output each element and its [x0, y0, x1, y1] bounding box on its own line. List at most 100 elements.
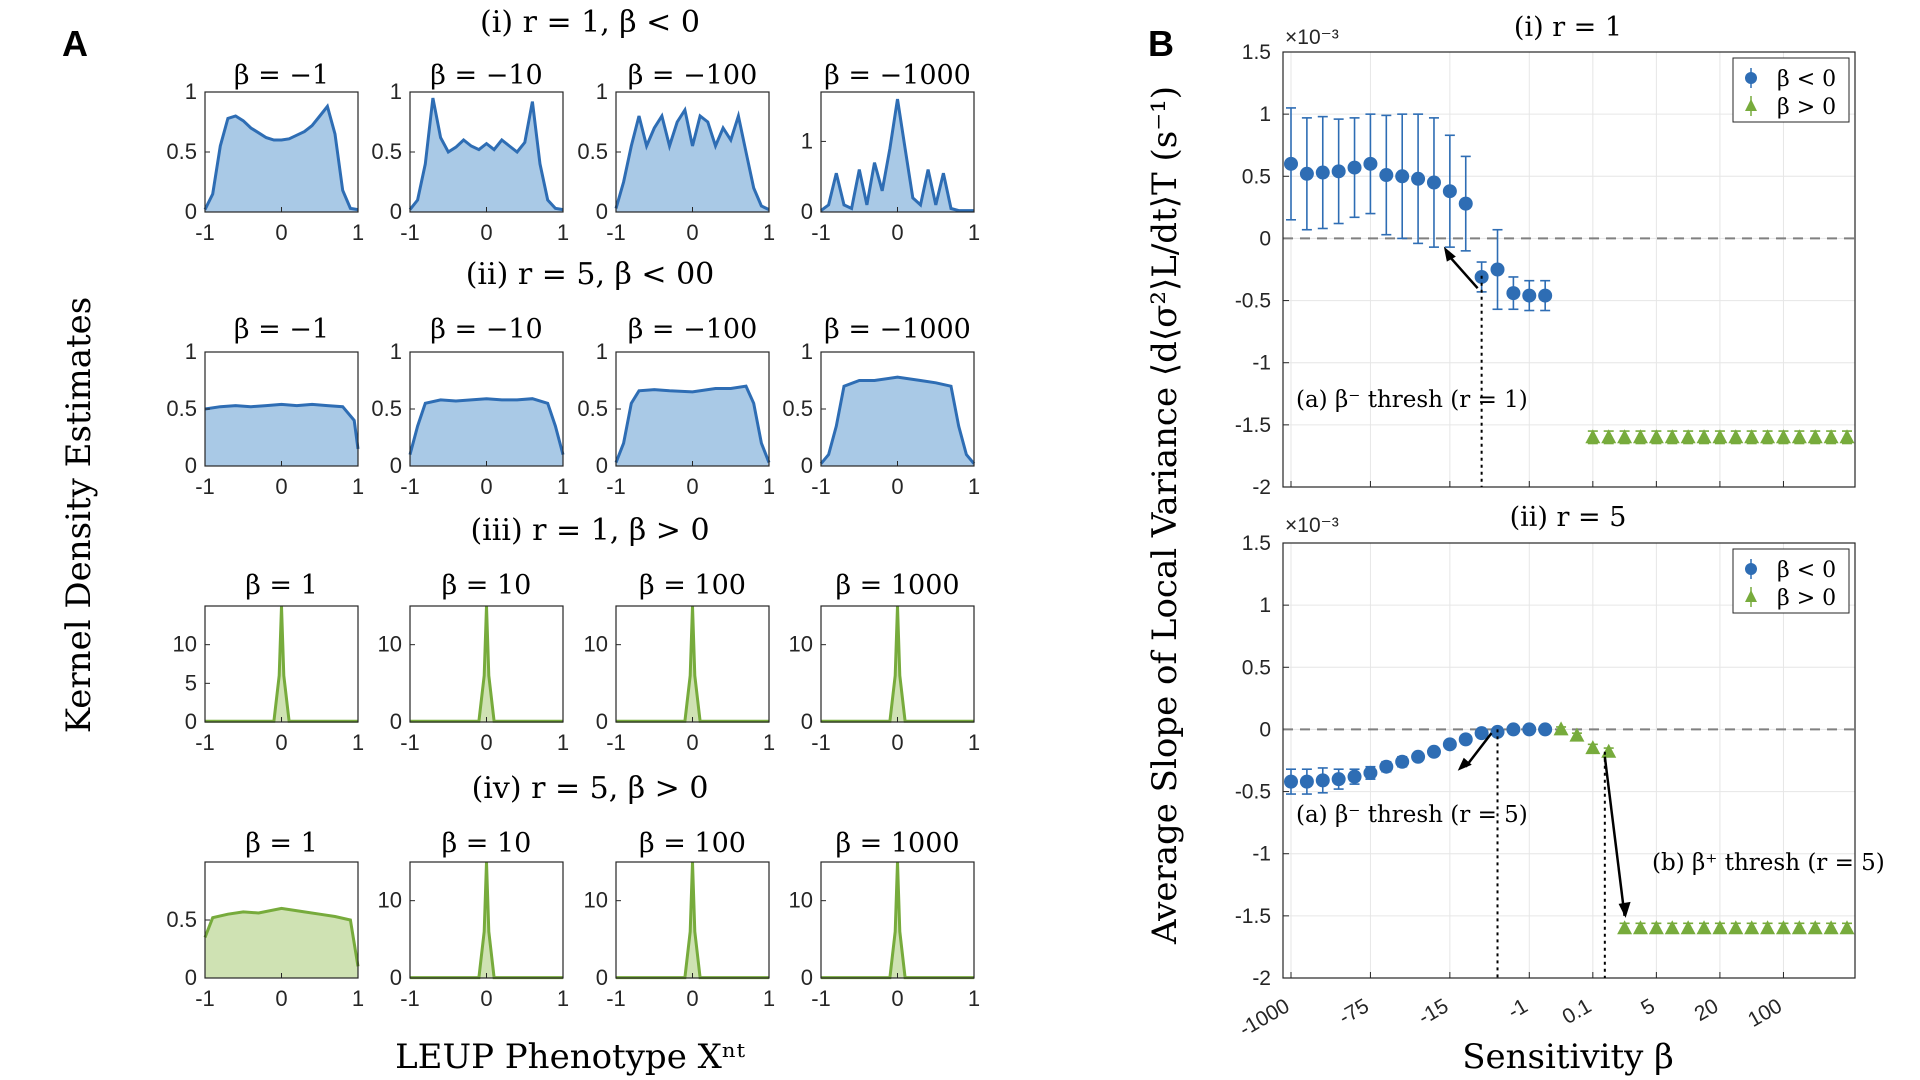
data-point-beta-positive	[1617, 429, 1633, 444]
data-point-beta-negative	[1331, 772, 1346, 787]
legend-marker-triangle	[1745, 590, 1757, 602]
y-tick-label: 10	[173, 632, 197, 657]
kde-area	[410, 862, 563, 978]
subplot-title: β = −10	[430, 314, 542, 345]
y-tick-label: 10	[584, 888, 608, 913]
data-point-beta-positive	[1617, 920, 1633, 935]
kde-area	[821, 99, 974, 212]
axis-exponent: ×10⁻³	[1285, 514, 1339, 537]
y-tick-label: 10	[789, 632, 813, 657]
y-tick-label: 0	[596, 199, 608, 224]
kde-line	[820, 98, 974, 213]
data-point-beta-negative	[1363, 156, 1378, 171]
x-tick-label: 0	[480, 220, 492, 245]
data-point-beta-positive	[1632, 429, 1648, 444]
data-point-beta-negative	[1379, 168, 1394, 183]
legend-marker-circle	[1745, 72, 1757, 84]
plot-area	[1283, 543, 1855, 978]
x-tick-label: 1	[763, 474, 775, 499]
y-tick-label: -1	[1252, 843, 1271, 866]
kde-area	[616, 606, 769, 722]
x-tick-label: 0	[686, 986, 698, 1011]
data-point-beta-negative	[1490, 262, 1505, 277]
data-point-beta-positive	[1648, 920, 1664, 935]
data-point-beta-negative	[1522, 288, 1537, 303]
data-point-beta-positive	[1823, 429, 1839, 444]
kde-area	[821, 862, 974, 978]
subplot-title: β = 100	[639, 570, 746, 601]
x-tick-label: 0	[891, 986, 903, 1011]
y-tick-label: 0	[390, 709, 402, 734]
x-tick-label: -1	[400, 986, 420, 1011]
kde-area	[205, 404, 358, 466]
x-tick-label: 0	[686, 474, 698, 499]
data-point-beta-positive	[1712, 429, 1728, 444]
kde-area	[616, 386, 769, 466]
y-tick-label: 1	[185, 79, 197, 104]
y-tick-label: 0	[596, 453, 608, 478]
subplot-title: β = −1	[234, 314, 329, 345]
y-tick-label: 10	[789, 888, 813, 913]
data-point-beta-negative	[1474, 726, 1489, 741]
y-tick-label: 0	[801, 199, 813, 224]
kde-area	[616, 862, 769, 978]
x-tick-label: 1	[557, 220, 569, 245]
y-tick-label: 0	[801, 709, 813, 734]
y-tick-label: -1.5	[1235, 905, 1271, 928]
slope-subplot-top: 1.510.50-0.5-1-1.5-2×10⁻³ (i) r = 1β < 0β…	[1235, 12, 1856, 499]
data-point-beta-positive	[1601, 429, 1617, 444]
y-tick-label: 0	[185, 453, 197, 478]
data-point-beta-positive	[1680, 429, 1696, 444]
x-tick-label: 1	[352, 986, 364, 1011]
y-tick-label: 10	[378, 632, 402, 657]
x-tick-label: 0	[891, 474, 903, 499]
kde-area	[410, 98, 563, 212]
x-tick-label: -75	[1335, 994, 1373, 1029]
data-point-beta-negative	[1426, 744, 1441, 759]
y-tick-label: 0.5	[166, 139, 197, 164]
data-point-beta-negative	[1363, 765, 1378, 780]
data-point-beta-positive	[1760, 920, 1776, 935]
x-tick-label: 1	[968, 220, 980, 245]
data-point-beta-positive	[1744, 920, 1760, 935]
y-tick-label: -1	[1252, 352, 1271, 375]
data-point-beta-negative	[1299, 774, 1314, 789]
x-tick-label: 0	[480, 986, 492, 1011]
x-tick-label: 0	[686, 220, 698, 245]
data-point-beta-negative	[1506, 722, 1521, 737]
x-tick-label: -1	[606, 474, 626, 499]
subplot-title: β = 1000	[835, 570, 959, 601]
arrow-head	[1443, 246, 1456, 262]
data-point-beta-positive	[1712, 920, 1728, 935]
x-tick-label: 1	[763, 986, 775, 1011]
kde-line	[203, 103, 359, 212]
data-point-beta-negative	[1426, 175, 1441, 190]
legend-marker-circle	[1745, 563, 1757, 575]
panel-label-a: A	[62, 23, 88, 64]
x-tick-label: 1	[557, 730, 569, 755]
x-tick-label: -1	[195, 986, 215, 1011]
x-tick-label: 0	[686, 730, 698, 755]
data-point-beta-negative	[1458, 196, 1473, 211]
subplot-title: β = −10	[430, 60, 542, 91]
y-tick-label: 0	[596, 709, 608, 734]
data-point-beta-positive	[1632, 920, 1648, 935]
kde-line	[614, 106, 770, 211]
x-tick-label: 1	[352, 730, 364, 755]
data-point-beta-positive	[1775, 429, 1791, 444]
legend-label: β < 0	[1777, 558, 1836, 583]
x-tick-label: 0	[891, 730, 903, 755]
kde-subplot: β = −100-1 0 100.51	[577, 60, 775, 245]
annotation-arrow	[1464, 732, 1493, 768]
kde-area	[821, 377, 974, 466]
x-tick-label: -1	[400, 474, 420, 499]
x-tick-label: -1	[400, 220, 420, 245]
y-tick-label: 1	[390, 339, 402, 364]
data-point-beta-positive	[1791, 920, 1807, 935]
kde-subplot: β = −1000-1 0 100.51	[782, 314, 980, 499]
data-point-beta-positive	[1696, 920, 1712, 935]
kde-line	[204, 402, 360, 450]
